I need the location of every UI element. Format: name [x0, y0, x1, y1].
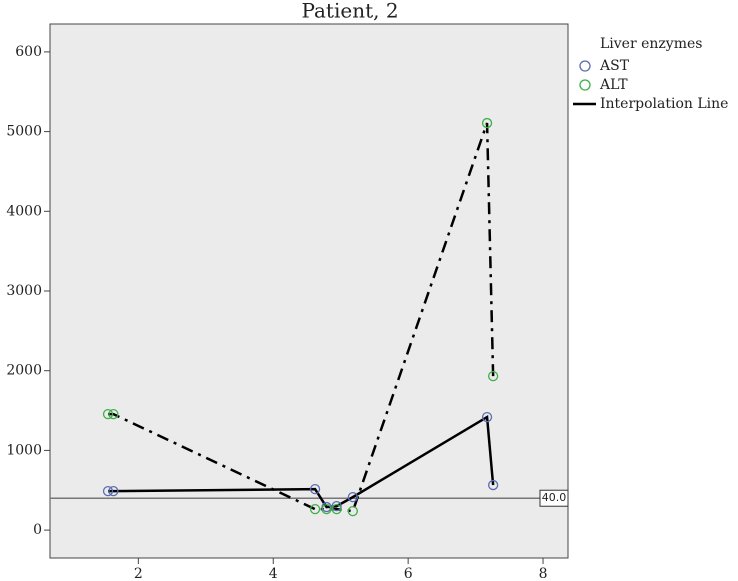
y-tick-label: 3000: [6, 283, 42, 299]
legend-label: Interpolation Line: [600, 96, 728, 112]
y-tick-label: 2000: [6, 363, 42, 379]
x-tick-label: 8: [539, 566, 548, 581]
data-point: [102, 485, 114, 497]
legend-label: AST: [599, 58, 630, 74]
chart-title: Patient, 2: [301, 0, 398, 23]
data-point: [309, 503, 321, 515]
legend-title: Liver enzymes: [600, 36, 702, 52]
y-tick-label: 600: [15, 44, 42, 60]
plot-area: [49, 23, 569, 559]
data-point: [108, 485, 119, 497]
data-point: [321, 503, 332, 515]
data-point: [102, 408, 114, 420]
y-tick-label: 5000: [6, 124, 42, 140]
legend-marker: [579, 60, 591, 72]
x-tick-label: 6: [404, 566, 413, 581]
y-tick-label: 1000: [6, 442, 42, 458]
legend-marker: [579, 79, 591, 91]
y-tick-label: 4000: [6, 203, 42, 219]
data-point: [481, 411, 493, 423]
x-tick-label: 4: [269, 566, 278, 581]
data-point: [309, 483, 321, 495]
data-point: [331, 503, 342, 515]
data-point: [347, 505, 358, 517]
data-point: [487, 370, 499, 382]
reference-label: 40.0: [542, 491, 567, 504]
data-point: [481, 117, 493, 129]
reference-label-box: [539, 489, 569, 507]
data-point: [347, 491, 358, 503]
data-point: [487, 479, 499, 491]
legend-label: ALT: [599, 77, 628, 93]
y-tick-label: 0: [33, 522, 42, 538]
data-point: [331, 500, 342, 512]
data-point: [108, 408, 119, 420]
x-tick-label: 2: [134, 566, 143, 581]
